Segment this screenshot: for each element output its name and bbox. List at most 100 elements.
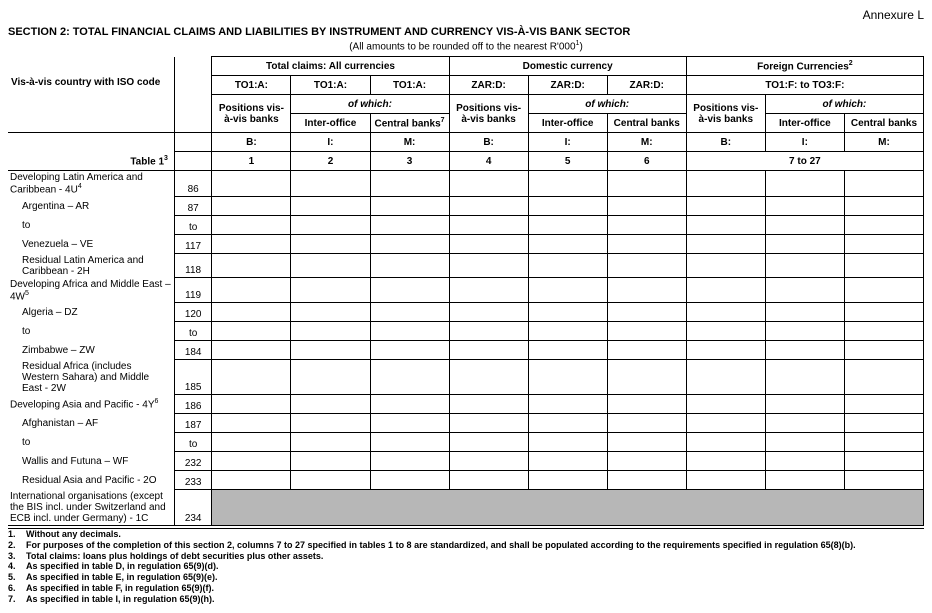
colnum-2: 2 xyxy=(291,152,370,171)
data-cell xyxy=(212,303,291,322)
central-banks-1: Central banks7 xyxy=(370,114,449,133)
footnote-text: As specified in table E, in regulation 6… xyxy=(26,572,924,583)
data-cell xyxy=(607,452,686,471)
blank-code-2 xyxy=(174,152,211,171)
data-cell xyxy=(686,452,765,471)
data-cell xyxy=(291,216,370,235)
data-cell xyxy=(291,197,370,216)
data-cell xyxy=(212,254,291,278)
lh-m1: M: xyxy=(370,133,449,152)
data-cell xyxy=(607,278,686,303)
footnote-text: As specified in table F, in regulation 6… xyxy=(26,583,924,594)
data-cell xyxy=(370,452,449,471)
data-cell xyxy=(844,395,923,414)
data-cell xyxy=(291,414,370,433)
data-cell xyxy=(686,322,765,341)
data-cell xyxy=(449,171,528,197)
group-total: Total claims: All currencies xyxy=(212,57,449,76)
sub-zard-3: ZAR:D: xyxy=(607,76,686,95)
data-cell xyxy=(686,171,765,197)
data-cell xyxy=(765,303,844,322)
data-cell xyxy=(212,395,291,414)
row-label: Venezuela – VE xyxy=(8,235,174,254)
of-which-2: of which: xyxy=(528,95,686,114)
row-code: 119 xyxy=(174,278,211,303)
data-cell xyxy=(528,341,607,360)
data-cell xyxy=(212,341,291,360)
data-cell xyxy=(291,235,370,254)
data-cell xyxy=(528,235,607,254)
data-cell xyxy=(291,360,370,395)
data-cell xyxy=(291,278,370,303)
data-cell xyxy=(528,471,607,490)
colnum-3: 3 xyxy=(370,152,449,171)
row-code: 186 xyxy=(174,395,211,414)
footnote-text: Without any decimals. xyxy=(26,529,924,540)
data-cell xyxy=(607,341,686,360)
footnote-num: 2. xyxy=(8,540,26,551)
row-label: Residual Africa (includes Western Sahara… xyxy=(8,360,174,395)
data-cell xyxy=(449,433,528,452)
of-which-1: of which: xyxy=(291,95,449,114)
inter-office-1: Inter-office xyxy=(291,114,370,133)
data-cell xyxy=(212,414,291,433)
data-cell xyxy=(291,341,370,360)
data-cell xyxy=(370,303,449,322)
row-code: 87 xyxy=(174,197,211,216)
row-label: Zimbabwe – ZW xyxy=(8,341,174,360)
row-code: 187 xyxy=(174,414,211,433)
data-cell xyxy=(370,197,449,216)
pos-header-1: Positions vis-à-vis banks xyxy=(212,95,291,133)
sub-to1a-1: TO1:A: xyxy=(212,76,291,95)
data-cell xyxy=(528,360,607,395)
blank-code-1 xyxy=(174,133,211,152)
footnote-text: Total claims: loans plus holdings of deb… xyxy=(26,551,924,562)
data-cell xyxy=(765,216,844,235)
section-title: SECTION 2: TOTAL FINANCIAL CLAIMS AND LI… xyxy=(8,26,924,38)
lh-m2: M: xyxy=(607,133,686,152)
data-cell xyxy=(686,216,765,235)
data-cell xyxy=(844,171,923,197)
row-label: Afghanistan – AF xyxy=(8,414,174,433)
data-cell xyxy=(686,197,765,216)
data-cell xyxy=(844,471,923,490)
data-cell xyxy=(607,197,686,216)
annexure-label: Annexure L xyxy=(8,8,924,22)
data-cell xyxy=(212,235,291,254)
data-cell xyxy=(844,322,923,341)
colnum-7-27: 7 to 27 xyxy=(686,152,923,171)
row-label: Residual Latin America and Caribbean - 2… xyxy=(8,254,174,278)
data-cell xyxy=(686,235,765,254)
data-cell xyxy=(449,254,528,278)
footnote-num: 5. xyxy=(8,572,26,583)
data-cell xyxy=(370,235,449,254)
data-cell xyxy=(370,171,449,197)
row-code: 118 xyxy=(174,254,211,278)
subtitle: (All amounts to be rounded off to the ne… xyxy=(8,40,924,52)
lh-b2: B: xyxy=(449,133,528,152)
central-banks-3: Central banks xyxy=(844,114,923,133)
data-cell xyxy=(607,395,686,414)
row-label: Developing Asia and Pacific - 4Y6 xyxy=(8,395,174,414)
row-code: 184 xyxy=(174,341,211,360)
row-label: Developing Latin America and Caribbean -… xyxy=(8,171,174,197)
data-cell xyxy=(370,216,449,235)
subtitle-prefix: (All amounts to be rounded off to the ne… xyxy=(349,41,575,52)
data-cell xyxy=(449,471,528,490)
data-cell xyxy=(844,360,923,395)
data-cell xyxy=(686,360,765,395)
row-code: 117 xyxy=(174,235,211,254)
data-cell xyxy=(765,471,844,490)
data-cell xyxy=(607,303,686,322)
central-banks-2: Central banks xyxy=(607,114,686,133)
data-cell xyxy=(686,433,765,452)
footnote-num: 1. xyxy=(8,529,26,540)
footnote-num: 7. xyxy=(8,594,26,605)
data-cell xyxy=(212,171,291,197)
colnum-1: 1 xyxy=(212,152,291,171)
data-cell xyxy=(686,278,765,303)
inter-office-2: Inter-office xyxy=(528,114,607,133)
group-foreign: Foreign Currencies2 xyxy=(686,57,923,76)
data-cell xyxy=(212,471,291,490)
data-cell xyxy=(370,341,449,360)
